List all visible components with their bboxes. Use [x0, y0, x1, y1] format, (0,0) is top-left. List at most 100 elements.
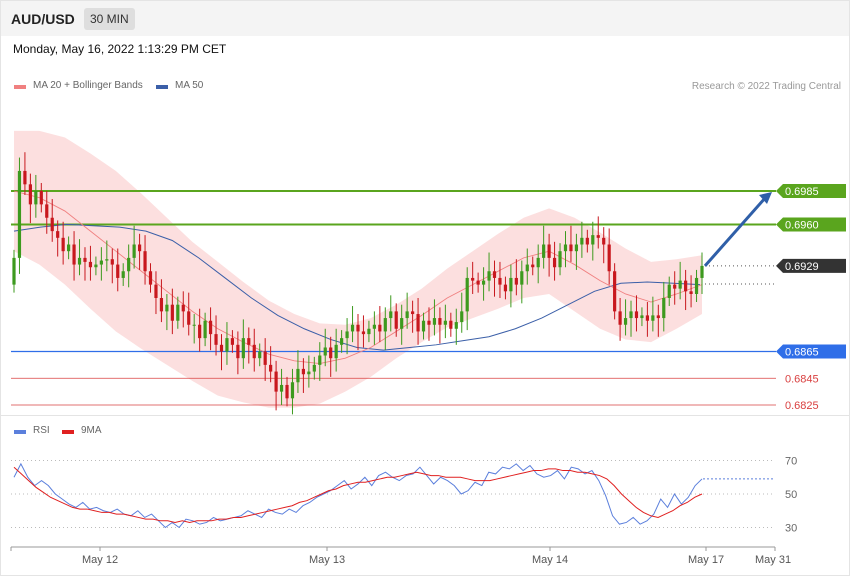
- candle-body: [269, 364, 273, 372]
- timeframe-badge[interactable]: 30 MIN: [84, 8, 135, 30]
- candle-body: [176, 304, 180, 321]
- candle-body: [88, 261, 93, 268]
- rsi-legend-swatch: [14, 430, 26, 434]
- candle-body: [531, 264, 535, 268]
- rsi-tick-label-50: 50: [785, 489, 797, 501]
- candle-body: [427, 320, 431, 325]
- x-tick-label-May-12: May 12: [82, 554, 118, 566]
- ma50-legend-label: MA 50: [175, 80, 204, 91]
- candle-body: [492, 271, 497, 278]
- candle-body: [356, 324, 360, 332]
- candle-body: [263, 351, 267, 365]
- candle-body: [187, 311, 191, 325]
- candle-body: [361, 331, 366, 335]
- projection-arrow-head: [759, 192, 772, 204]
- candle-body: [498, 277, 502, 285]
- candle-body: [623, 318, 628, 325]
- ma20-legend-label: MA 20 + Bollinger Bands: [33, 80, 143, 91]
- candle-body: [12, 257, 16, 285]
- level-label-0.6865: 0.6865: [785, 347, 819, 359]
- candle-body: [274, 371, 278, 392]
- candle-body: [416, 314, 420, 332]
- candle-body: [345, 331, 349, 339]
- projection-arrow-line: [703, 196, 768, 267]
- candle-body: [301, 368, 305, 375]
- candle-body: [350, 324, 355, 332]
- candle-body: [181, 304, 185, 312]
- candle-body: [618, 311, 622, 325]
- candle-body: [591, 235, 595, 245]
- candle-body: [154, 284, 158, 298]
- candle-body: [67, 244, 71, 252]
- candle-body: [285, 384, 289, 399]
- candle-body: [334, 344, 338, 359]
- candle-body: [400, 318, 404, 329]
- candle-body: [383, 318, 387, 332]
- candle-body: [372, 324, 376, 329]
- candle-body: [72, 244, 76, 265]
- candle-body: [673, 284, 677, 289]
- candle-body: [563, 244, 568, 252]
- candle-body: [170, 304, 174, 321]
- candle-body: [471, 277, 475, 281]
- candle-body: [525, 264, 529, 272]
- candle-body: [318, 355, 322, 365]
- level-label-0.6845: 0.6845: [785, 373, 819, 385]
- candle-body: [596, 235, 600, 238]
- candle-body: [520, 271, 524, 285]
- candle-body: [83, 257, 87, 262]
- candle-body: [236, 344, 240, 359]
- x-tick-label-May-14: May 14: [532, 554, 568, 566]
- candle-body: [137, 244, 142, 252]
- candle-body: [689, 291, 693, 294]
- candle-body: [340, 338, 344, 345]
- candle-body: [61, 237, 65, 252]
- candle-body: [23, 170, 27, 185]
- credit-text: Research © 2022 Trading Central: [691, 81, 841, 92]
- x-tick-label-May-13: May 13: [309, 554, 345, 566]
- candle-body: [230, 338, 235, 345]
- candle-body: [449, 320, 453, 329]
- candle-body: [132, 244, 136, 258]
- candle-body: [629, 311, 633, 319]
- candle-body: [105, 259, 109, 261]
- candle-body: [99, 260, 103, 265]
- candle-body: [94, 264, 98, 268]
- candle-body: [225, 338, 229, 352]
- candle-body: [208, 320, 213, 335]
- candle-body: [432, 318, 437, 325]
- level-tag-0.6865: [776, 344, 846, 359]
- candle-body: [45, 204, 49, 218]
- candle-body: [258, 351, 262, 359]
- candle-body: [460, 311, 464, 323]
- candle-body: [214, 334, 218, 345]
- candle-body: [159, 298, 164, 312]
- candle-body: [198, 324, 202, 339]
- rsi-legend-label: RSI: [33, 425, 50, 436]
- candle-body: [569, 244, 573, 252]
- candle-body: [17, 170, 22, 258]
- candle-body: [607, 244, 611, 272]
- candle-body: [667, 284, 671, 298]
- candle-body: [307, 371, 311, 375]
- candle-body: [514, 277, 518, 285]
- candle-body: [465, 277, 469, 312]
- candle-body: [116, 264, 120, 278]
- candle-body: [645, 315, 649, 321]
- candle-body: [165, 304, 169, 312]
- level-tag-0.6929: [776, 258, 846, 273]
- panel-separator: [1, 415, 849, 416]
- candle-body: [241, 338, 245, 359]
- candle-body: [378, 324, 382, 332]
- candle-body: [476, 280, 480, 285]
- candle-body: [602, 237, 606, 245]
- candle-body: [662, 298, 666, 319]
- candle-body: [574, 244, 579, 252]
- candle-body: [536, 257, 540, 268]
- candle-body: [34, 191, 38, 205]
- rsi-ma-line: [13, 466, 703, 523]
- candle-body: [481, 280, 486, 285]
- candle-body: [700, 265, 704, 278]
- rsi-line: [13, 462, 703, 529]
